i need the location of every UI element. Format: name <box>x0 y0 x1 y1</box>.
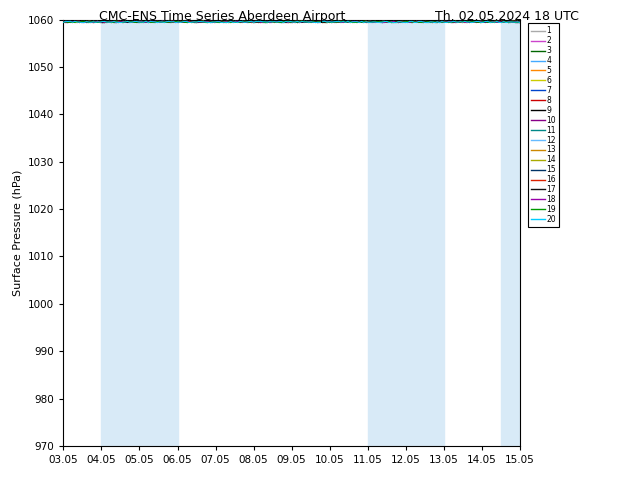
Text: Th. 02.05.2024 18 UTC: Th. 02.05.2024 18 UTC <box>436 10 579 23</box>
Bar <box>101 20 178 446</box>
Bar <box>368 20 444 446</box>
Legend: 1, 2, 3, 4, 5, 6, 7, 8, 9, 10, 11, 12, 13, 14, 15, 16, 17, 18, 19, 20: 1, 2, 3, 4, 5, 6, 7, 8, 9, 10, 11, 12, 1… <box>528 24 559 227</box>
Text: CMC-ENS Time Series Aberdeen Airport: CMC-ENS Time Series Aberdeen Airport <box>99 10 345 23</box>
Bar <box>501 20 520 446</box>
Y-axis label: Surface Pressure (hPa): Surface Pressure (hPa) <box>13 170 23 296</box>
